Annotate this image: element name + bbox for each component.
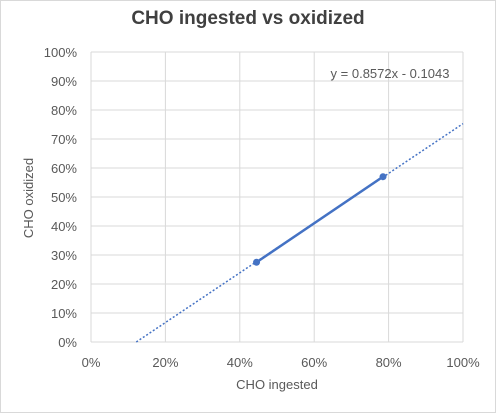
data-marks (135, 123, 464, 343)
y-tick-label: 70% (51, 132, 77, 147)
x-tick-label: 60% (301, 355, 327, 370)
gridlines (90, 51, 464, 343)
y-tick-label: 100% (44, 45, 78, 60)
data-point (379, 173, 387, 181)
series-line (255, 175, 384, 264)
y-axis-label: CHO oxidized (21, 158, 36, 238)
y-tick-label: 90% (51, 74, 77, 89)
x-tick-label: 80% (376, 355, 402, 370)
x-tick-label: 20% (152, 355, 178, 370)
y-tick-label: 50% (51, 190, 77, 205)
x-tick-label: 100% (446, 355, 480, 370)
y-tick-label: 20% (51, 277, 77, 292)
data-point (253, 258, 261, 266)
y-tick-label: 30% (51, 248, 77, 263)
x-tick-label: 40% (227, 355, 253, 370)
y-tick-label: 80% (51, 103, 77, 118)
trendline-equation: y = 0.8572x - 0.1043 (331, 66, 450, 81)
chart-title: CHO ingested vs oxidized (131, 8, 365, 29)
y-tick-label: 10% (51, 306, 77, 321)
tick-labels: 0% 20% 40% 60% 80% 100% 0% 10% 20% 30% 40% 50% 60% 70… (44, 45, 480, 370)
y-tick-label: 60% (51, 161, 77, 176)
y-tick-label: 40% (51, 219, 77, 234)
x-axis-label: CHO ingested (236, 377, 318, 392)
x-tick-label: 0% (82, 355, 101, 370)
y-tick-label: 0% (58, 335, 77, 350)
